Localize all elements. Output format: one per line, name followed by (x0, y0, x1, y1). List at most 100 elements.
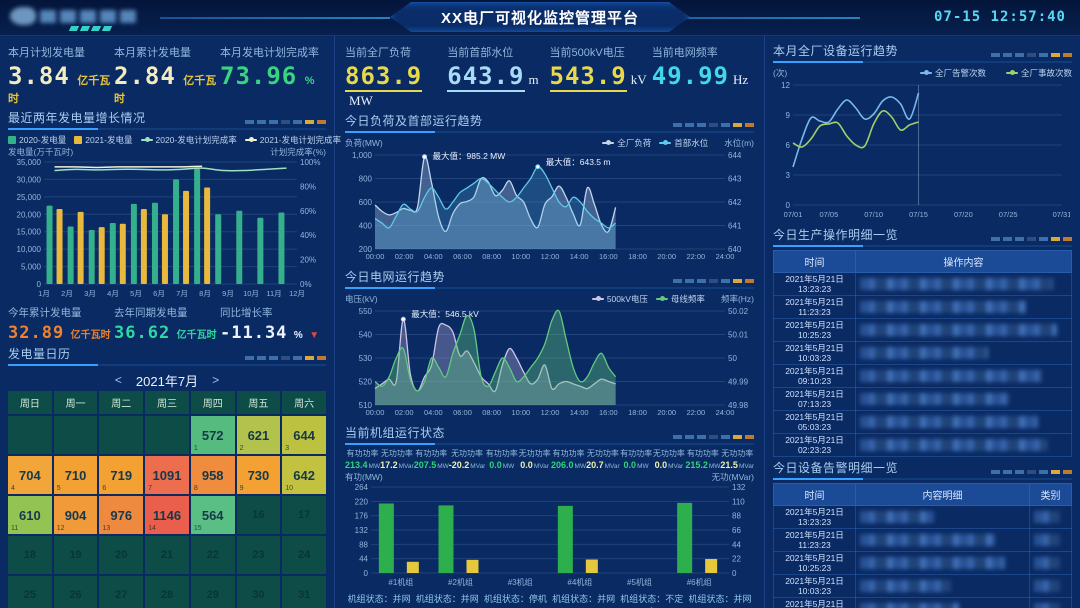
calendar-day-cell[interactable]: 25 (8, 576, 52, 608)
svg-text:20,000: 20,000 (17, 210, 42, 219)
calendar-weekday: 周五 (236, 391, 281, 414)
calendar-day-number: 21 (160, 549, 174, 561)
calendar-day-cell[interactable]: 20 (99, 536, 144, 574)
legend-item[interactable]: 全厂告警次数 (919, 67, 986, 79)
calendar-day-cell[interactable]: 22 (190, 536, 235, 574)
calendar-day-cell[interactable]: 719 6 (99, 456, 144, 494)
table-column-header: 操作内容 (855, 250, 1072, 273)
calendar-day-cell[interactable]: 16 (236, 496, 281, 534)
svg-text:#2机组: #2机组 (448, 577, 473, 587)
calendar-day-cell[interactable]: 564 15 (190, 496, 235, 534)
calendar-day-cell[interactable]: 644 3 (282, 416, 326, 454)
calendar-day-cell[interactable]: 18 (8, 536, 52, 574)
calendar-day-cell[interactable]: 23 (236, 536, 281, 574)
calendar-day-number: 3 (285, 445, 290, 452)
calendar-day-cell[interactable]: 1146 14 (145, 496, 189, 534)
calendar-day-cell[interactable]: 976 13 (99, 496, 144, 534)
svg-text:04:00: 04:00 (424, 408, 443, 417)
y2-axis-label: 频率(Hz) (720, 293, 754, 304)
calendar-day-cell[interactable]: 904 12 (53, 496, 98, 534)
calendar-day-cell[interactable]: 26 (53, 576, 98, 608)
operations-table: 时间 操作内容 2021年5月21日 13:23:23 2021年5月21日 11:23:… (773, 250, 1072, 457)
calendar-next-button[interactable]: > (212, 373, 220, 387)
time-cell: 2021年5月21日 10:03:23 (773, 341, 856, 365)
svg-text:88: 88 (732, 512, 741, 521)
kpi-month-plan: 本月计划发电量 3.84 亿千瓦时 (8, 40, 114, 107)
section-underline (773, 245, 1072, 247)
legend-item[interactable]: 500kV电压 (591, 293, 648, 305)
calendar-weekday: 周日 (8, 391, 52, 414)
svg-text:20:00: 20:00 (657, 408, 676, 417)
calendar-day-cell[interactable]: 642 10 (282, 456, 326, 494)
legend-label: 全厂负荷 (617, 137, 652, 148)
legend-item[interactable]: 2021-发电量 (74, 134, 133, 146)
legend-item[interactable]: 全厂事故次数 (1005, 67, 1072, 79)
legend-item[interactable]: 全厂负荷 (602, 137, 651, 149)
svg-text:49.98: 49.98 (728, 401, 749, 410)
category-cell-blurred (1029, 597, 1072, 608)
calendar-day-value: 958 (201, 467, 224, 483)
blurred-text (860, 534, 996, 546)
legend-item[interactable]: 2021-发电计划完成率 (244, 134, 341, 146)
svg-text:640: 640 (728, 245, 742, 254)
kpi-month-actual: 本月累计发电量 2.84 亿千瓦时 (114, 40, 220, 107)
svg-text:7月: 7月 (176, 289, 188, 298)
table-column-header: 时间 (773, 250, 856, 273)
calendar-day-cell[interactable]: 31 (282, 576, 326, 608)
calendar-day-cell[interactable]: 29 (190, 576, 235, 608)
calendar-day-cell[interactable]: 24 (282, 536, 326, 574)
calendar-day-number: 10 (285, 485, 294, 492)
svg-text:02:00: 02:00 (395, 252, 414, 261)
calendar-day-cell[interactable]: 730 9 (236, 456, 281, 494)
left-column: 本月计划发电量 3.84 亿千瓦时 本月累计发电量 2.84 亿千瓦时 本月发电… (0, 36, 341, 608)
calendar-day-cell[interactable] (8, 416, 52, 454)
calendar-day-cell[interactable]: 610 11 (8, 496, 52, 534)
svg-text:0: 0 (364, 569, 369, 578)
svg-text:14:00: 14:00 (570, 252, 589, 261)
svg-text:44: 44 (732, 540, 741, 549)
legend-item[interactable]: 2020-发电量 (8, 134, 66, 146)
legend-item[interactable]: 母线频率 (655, 293, 705, 305)
content-cell-blurred (855, 364, 1072, 388)
section-underline (345, 443, 754, 445)
svg-text:35,000: 35,000 (17, 158, 42, 167)
calendar-day-number: 14 (148, 525, 156, 532)
calendar-day-cell[interactable] (53, 416, 98, 454)
calendar-day-cell[interactable]: 710 5 (53, 456, 98, 494)
time-cell: 2021年5月21日 05:03:23 (773, 410, 856, 434)
active-power-value: 206.0MW (551, 460, 587, 470)
svg-text:50.01: 50.01 (728, 331, 749, 340)
calendar-day-cell[interactable]: 30 (236, 576, 281, 608)
table-column-header: 类别 (1029, 483, 1072, 506)
legend-label: 首部水位 (674, 137, 709, 148)
calendar-day-cell[interactable]: 704 4 (8, 456, 52, 494)
calendar-day-cell[interactable]: 958 8 (190, 456, 235, 494)
table-column-header: 时间 (773, 483, 856, 506)
section-title: 今日设备告警明细一览 (773, 461, 899, 475)
legend-item[interactable]: 首部水位 (659, 137, 708, 149)
stat-unit: 亿千瓦时 (70, 330, 111, 341)
calendar-day-cell[interactable] (145, 416, 189, 454)
chart-svg: 0 5,000 10,000 15,000 20,000 25,000 30,000 35,0… (17, 158, 321, 298)
calendar-day-cell[interactable]: 28 (145, 576, 189, 608)
reactive-power-label: 无功功率 (451, 449, 484, 458)
calendar-day-cell[interactable]: 572 1 (190, 416, 235, 454)
calendar-day-number: 17 (298, 509, 311, 521)
calendar-day-cell[interactable]: 19 (53, 536, 98, 574)
legend-item[interactable]: 2020-发电计划完成率 (140, 134, 237, 146)
calendar-day-cell[interactable]: 17 (282, 496, 326, 534)
section-op-table: 今日生产操作明细一览 时间 操作内容 2021年5月21日 13:23:23 2021年… (773, 226, 1072, 457)
calendar-day-cell[interactable]: 21 (145, 536, 189, 574)
calendar-day-number: 20 (115, 549, 128, 561)
calendar-day-cell[interactable]: 621 2 (236, 416, 281, 454)
calendar-day-cell[interactable]: 27 (99, 576, 144, 608)
calendar-weekday: 周四 (190, 391, 235, 414)
calendar-day-cell[interactable]: 1091 7 (145, 456, 189, 494)
content-cell-blurred (855, 341, 1072, 365)
calendar-day-cell[interactable] (99, 416, 144, 454)
stat-yoy-growth: 同比增长率 -11.34 % ▼ (220, 305, 326, 343)
calendar-prev-button[interactable]: < (114, 373, 122, 387)
table-header-row: 时间 操作内容 (773, 250, 1072, 273)
